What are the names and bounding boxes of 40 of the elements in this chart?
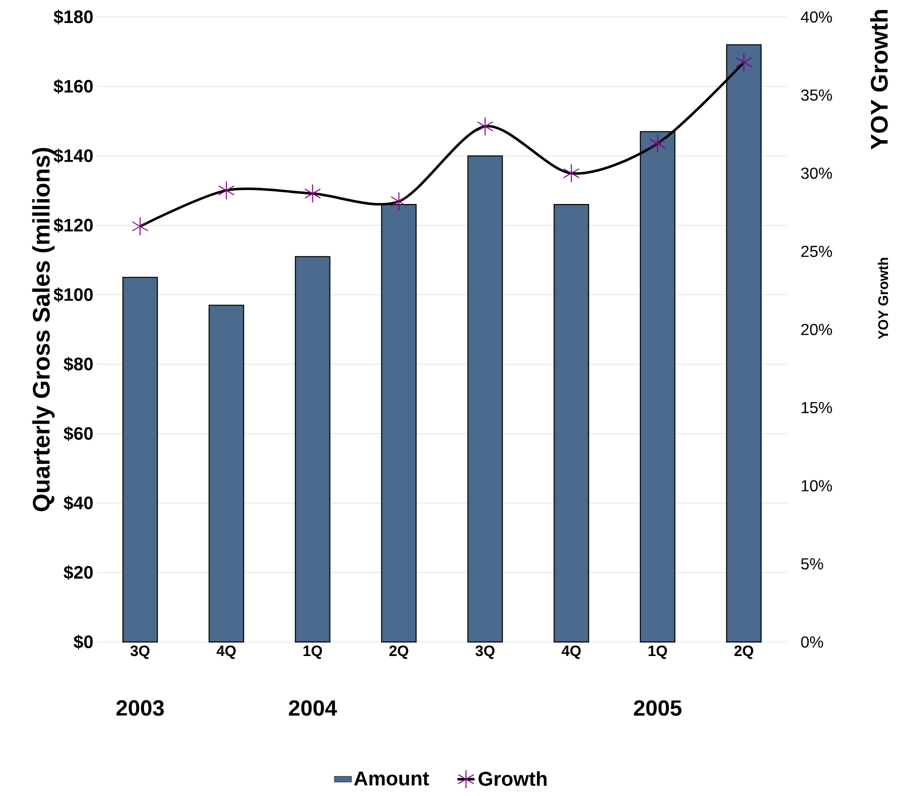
legend-label: Amount [354,772,429,786]
y2-tick-label: 40% [800,11,832,23]
y-tick-label: $160 [54,79,93,94]
y-tick-label: $80 [64,356,93,372]
y-tick-label: $180 [54,10,93,24]
legend-label: Growth [478,771,547,786]
y2-tick-label: 0% [801,636,824,648]
x-tick-label: 3Q [475,646,494,659]
x-tick-label: 2Q [389,646,408,659]
text: 2004 [288,700,337,716]
y2-tick-label: 5% [801,558,824,570]
x-tick-label: 3Q [130,646,150,659]
x-tick-label: 2Q [734,646,754,659]
text: YOY Growth [878,258,888,340]
bar [122,276,158,642]
y-axis-title: Quarterly Gross Sales (millions) [32,148,55,512]
bar [294,256,330,642]
y2-tick-label: 20% [801,324,832,336]
y2-axis-title: YOY Growth [870,10,888,150]
bar [554,204,590,642]
y-tick-label: $20 [64,565,93,580]
x-tick-label: 4Q [562,646,581,659]
x-tick-label: 4Q [216,646,236,659]
x-tick-label: 1Q [648,646,667,659]
text: 2005 [634,700,682,716]
bar [208,304,244,642]
y-tick-label: $40 [64,496,93,510]
y-tick-label: $120 [54,218,93,233]
y2-tick-label: 15% [802,402,832,414]
y-tick-label: $60 [64,426,93,442]
bar [467,155,503,642]
text: 2003 [116,700,164,716]
y-tick-label: $140 [54,148,93,164]
y2-tick-label: 25% [801,246,832,258]
y2-tick-label: 10% [802,480,832,492]
y-tick-label: $100 [54,287,93,302]
y-tick-label: $0 [74,634,93,650]
x-tick-label: 1Q [304,646,322,659]
y2-tick-label: 30% [801,168,832,179]
y2-tick-label: 35% [801,89,832,101]
